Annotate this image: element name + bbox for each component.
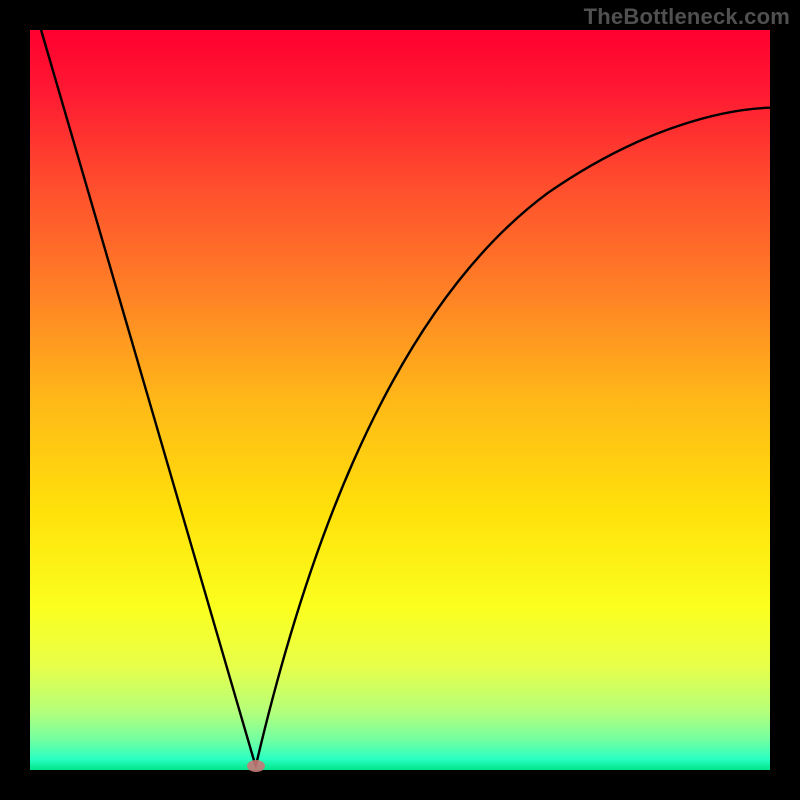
watermark-text: TheBottleneck.com bbox=[584, 4, 790, 30]
curve-path bbox=[41, 30, 770, 766]
canvas: TheBottleneck.com bbox=[0, 0, 800, 800]
bottleneck-marker bbox=[247, 760, 265, 772]
bottleneck-curve bbox=[30, 30, 770, 770]
plot-area bbox=[30, 30, 770, 770]
